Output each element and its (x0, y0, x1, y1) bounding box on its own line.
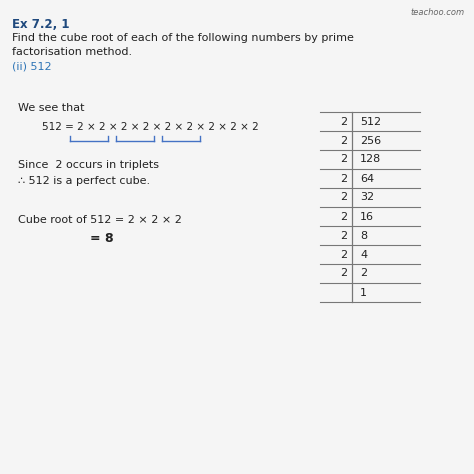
Text: Cube root of 512 = 2 × 2 × 2: Cube root of 512 = 2 × 2 × 2 (18, 215, 182, 225)
Text: 8: 8 (360, 230, 367, 240)
Text: 256: 256 (360, 136, 381, 146)
Text: 128: 128 (360, 155, 381, 164)
Text: 16: 16 (360, 211, 374, 221)
Text: 2: 2 (340, 249, 347, 259)
Text: 64: 64 (360, 173, 374, 183)
Text: 2: 2 (340, 155, 347, 164)
Text: 2: 2 (360, 268, 367, 279)
Text: 512 = 2 × 2 × 2 × 2 × 2 × 2 × 2 × 2 × 2: 512 = 2 × 2 × 2 × 2 × 2 × 2 × 2 × 2 × 2 (42, 122, 259, 132)
Text: 2: 2 (340, 211, 347, 221)
Text: Since  2 occurs in triplets: Since 2 occurs in triplets (18, 160, 159, 170)
Text: factorisation method.: factorisation method. (12, 47, 132, 57)
Text: ∴ 512 is a perfect cube.: ∴ 512 is a perfect cube. (18, 176, 150, 186)
Text: 1: 1 (360, 288, 367, 298)
Text: Find the cube root of each of the following numbers by prime: Find the cube root of each of the follow… (12, 33, 354, 43)
Text: 4: 4 (360, 249, 367, 259)
Text: Ex 7.2, 1: Ex 7.2, 1 (12, 18, 70, 31)
Text: 32: 32 (360, 192, 374, 202)
Text: 2: 2 (340, 173, 347, 183)
Text: We see that: We see that (18, 103, 84, 113)
Text: = 8: = 8 (90, 232, 114, 245)
Text: 2: 2 (340, 117, 347, 127)
Text: (ii) 512: (ii) 512 (12, 61, 52, 71)
Text: teachoo.com: teachoo.com (411, 8, 465, 17)
Text: 2: 2 (340, 192, 347, 202)
Text: 2: 2 (340, 136, 347, 146)
Text: 512: 512 (360, 117, 381, 127)
Text: 2: 2 (340, 268, 347, 279)
Text: 2: 2 (340, 230, 347, 240)
